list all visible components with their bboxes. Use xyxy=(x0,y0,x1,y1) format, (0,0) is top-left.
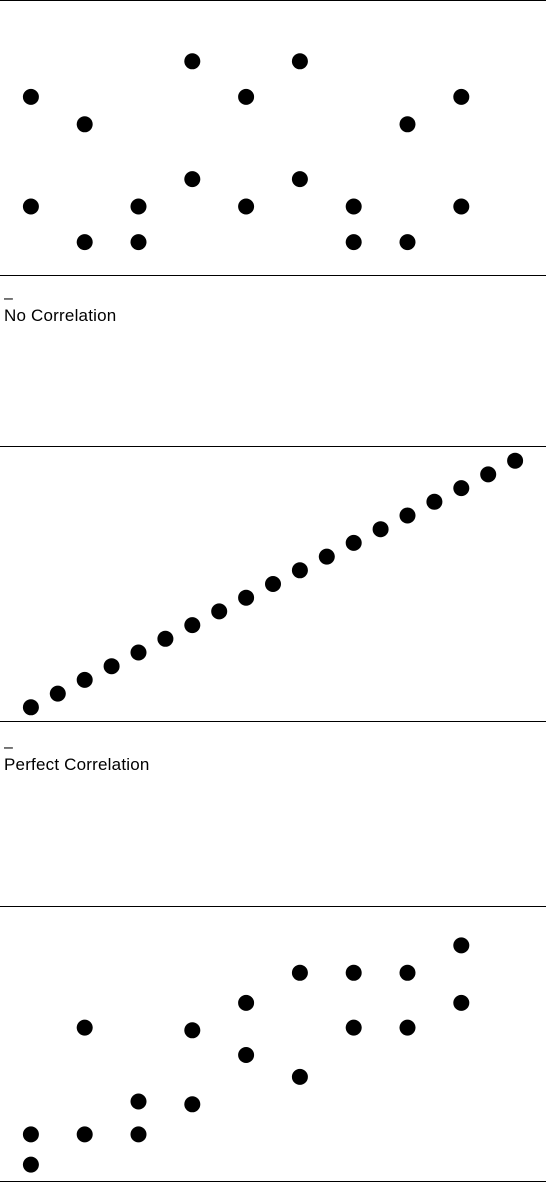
chart-3-top-border xyxy=(0,906,546,907)
data-point-12 xyxy=(291,964,308,981)
data-point-12 xyxy=(291,171,308,188)
data-point-14 xyxy=(372,521,389,538)
data-point-16 xyxy=(426,493,443,510)
data-point-10 xyxy=(238,198,255,215)
data-point-8 xyxy=(211,603,228,620)
data-point-17 xyxy=(453,994,470,1011)
data-point-10 xyxy=(265,576,281,592)
data-point-15 xyxy=(399,507,416,524)
data-point-2 xyxy=(22,1126,39,1143)
chart-2-caption: – Perfect Correlation xyxy=(4,739,150,775)
data-point-18 xyxy=(453,937,470,954)
data-point-5 xyxy=(130,644,147,661)
data-point-9 xyxy=(238,589,255,606)
data-point-13 xyxy=(345,534,362,551)
data-point-5 xyxy=(130,1126,147,1143)
data-point-3 xyxy=(76,671,93,688)
data-point-17 xyxy=(453,88,470,105)
data-point-6 xyxy=(130,234,147,251)
data-point-14 xyxy=(345,964,362,981)
data-point-9 xyxy=(238,88,255,105)
chart-1-top-border xyxy=(0,0,546,1)
data-point-4 xyxy=(76,1019,93,1036)
data-point-8 xyxy=(184,1022,201,1039)
data-point-2 xyxy=(22,198,39,215)
data-point-13 xyxy=(345,1019,362,1036)
data-point-11 xyxy=(291,1068,308,1085)
data-point-5 xyxy=(130,198,147,215)
scatter-plot-area xyxy=(22,452,524,716)
data-point-1 xyxy=(22,1156,39,1173)
data-point-16 xyxy=(399,234,416,251)
chart-perfect-correlation xyxy=(0,447,546,721)
data-point-16 xyxy=(399,964,416,981)
chart-3-bottom-border xyxy=(0,1181,546,1182)
chart-title: No Correlation xyxy=(4,306,117,325)
data-point-15 xyxy=(399,1019,416,1036)
data-point-12 xyxy=(318,548,335,565)
scatter-plot-area xyxy=(22,53,470,251)
chart-2-top-border xyxy=(0,446,546,447)
data-point-13 xyxy=(345,198,362,215)
data-point-8 xyxy=(184,171,201,188)
caption-dash: – xyxy=(4,290,14,307)
chart-title: Perfect Correlation xyxy=(4,755,150,774)
data-point-18 xyxy=(480,466,497,483)
data-point-1 xyxy=(22,88,39,105)
data-point-2 xyxy=(49,685,66,702)
data-point-17 xyxy=(453,480,470,497)
data-point-14 xyxy=(345,234,362,251)
data-point-3 xyxy=(76,116,93,133)
data-point-6 xyxy=(130,1093,147,1110)
data-point-7 xyxy=(184,53,201,70)
data-point-7 xyxy=(184,617,201,634)
data-point-4 xyxy=(103,658,120,675)
chart-1-bottom-border xyxy=(0,275,546,276)
data-point-4 xyxy=(76,234,93,251)
data-point-3 xyxy=(76,1126,93,1143)
data-point-6 xyxy=(157,630,174,647)
scatter-plot-area xyxy=(22,937,470,1173)
data-point-7 xyxy=(184,1096,201,1113)
chart-1-caption: – No Correlation xyxy=(4,290,117,326)
data-point-1 xyxy=(22,699,39,716)
data-point-11 xyxy=(291,53,308,70)
chart-no-correlation xyxy=(0,1,546,275)
data-point-19 xyxy=(507,452,524,469)
data-point-10 xyxy=(238,994,255,1011)
chart-positive-correlation xyxy=(0,907,546,1181)
caption-dash: – xyxy=(4,739,14,756)
data-point-11 xyxy=(291,562,308,579)
chart-2-bottom-border xyxy=(0,721,546,722)
data-point-18 xyxy=(453,198,470,215)
data-point-15 xyxy=(399,116,416,133)
data-point-9 xyxy=(238,1047,255,1063)
